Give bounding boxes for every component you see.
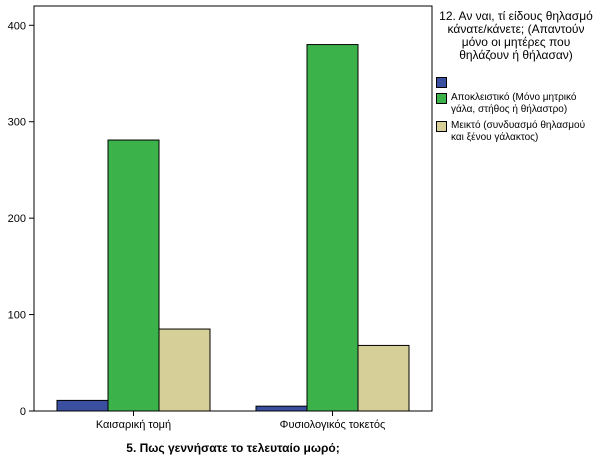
x-tick-label: Καισαρική τομή: [96, 419, 171, 431]
bars: [56, 44, 410, 412]
legend-swatch: [436, 93, 447, 104]
y-tick-label: 200: [8, 213, 26, 225]
legend-title: 12. Αν ναι, τί είδους θηλασμό κάνατε/κάν…: [439, 9, 593, 62]
legend: 12. Αν ναι, τί είδους θηλασμό κάνατε/κάν…: [436, 10, 596, 148]
plot-area: [33, 5, 433, 412]
legend-swatch: [436, 77, 447, 88]
bar: [306, 44, 359, 412]
x-tick-label: Φυσιολογικός τοκετός: [280, 419, 386, 431]
bar: [255, 405, 308, 412]
legend-swatch: [436, 121, 447, 132]
legend-item: Αποκλειστικό (Μόνο μητρικό γάλα, στήθος …: [436, 92, 596, 116]
legend-item: [436, 76, 596, 88]
x-axis: Καισαρική τομή Φυσιολογικός τοκετός: [96, 411, 385, 431]
bar: [56, 399, 109, 412]
x-axis-title: 5. Πως γεννήσατε το τελευταίο μωρό;: [126, 441, 339, 455]
legend-items: Αποκλειστικό (Μόνο μητρικό γάλα, στήθος …: [436, 76, 596, 144]
y-tick-label: 0: [20, 406, 26, 418]
bar: [357, 344, 410, 412]
legend-label: Αποκλειστικό (Μόνο μητρικό γάλα, στήθος …: [451, 92, 577, 115]
y-tick-label: 400: [8, 20, 26, 32]
bar: [158, 328, 211, 412]
legend-label: Μεικτό (συνδυασμό θηλασμού και ξένου γάλ…: [451, 120, 586, 143]
legend-item: Μεικτό (συνδυασμό θηλασμού και ξένου γάλ…: [436, 120, 596, 144]
y-tick-label: 300: [8, 117, 26, 129]
bar: [107, 139, 160, 412]
y-tick-label: 100: [8, 310, 26, 322]
y-axis: 0 100 200 300 400: [8, 20, 34, 418]
